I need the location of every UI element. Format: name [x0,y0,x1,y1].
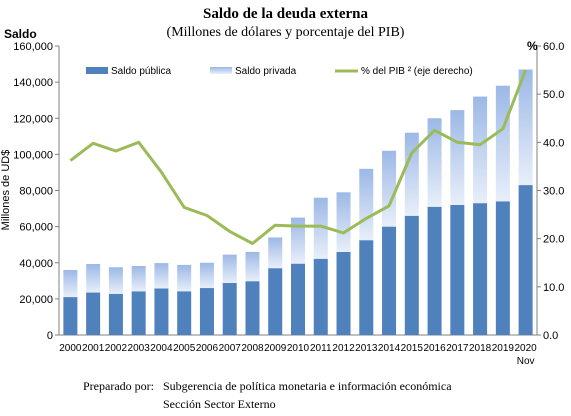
bar-saldo-privada [245,251,260,282]
chart-subtitle: (Millones de dólares y porcentaje del PI… [166,25,405,40]
x-tick-label: 2012 [332,343,355,354]
x-tick-label: 2003 [128,343,151,354]
x-tick-label: 2002 [105,343,128,354]
bar-saldo-privada [108,267,123,294]
bar-saldo-privada [518,69,533,186]
y-tick-label: 120,000 [13,113,53,125]
y2-tick-label: 40.0 [543,137,564,149]
legend-swatch-privada [210,67,232,74]
x-tick-label: 2006 [196,343,219,354]
bar-saldo-publica [404,215,419,335]
source-line-1: Subgerencia de política monetaria e info… [163,379,452,393]
y2-tick-label: 50.0 [543,89,564,101]
y-tick-label: 20,000 [19,294,53,306]
bar-saldo-privada [495,85,510,202]
x-tick-label: 2019 [492,343,515,354]
bar-saldo-publica [313,258,328,335]
x-tick-label: 2008 [241,343,264,354]
bar-saldo-privada [336,192,351,252]
bar-saldo-publica [108,293,123,335]
source-line-2: Sección Sector Externo [163,397,276,411]
line-pct-pib [69,69,527,245]
bar-saldo-publica [86,292,101,335]
x-tick-sublabel: Nov [517,356,535,367]
y-tick-label: 60,000 [19,222,53,234]
x-tick-label: 2020 [514,343,537,354]
bar-saldo-privada [427,118,442,207]
x-tick-label: 2016 [423,343,446,354]
y-tick-label: 100,000 [13,149,53,161]
x-tick-label: 2009 [264,343,287,354]
bar-saldo-privada [154,263,169,289]
bar-saldo-privada [359,168,374,241]
bar-saldo-publica [382,226,397,335]
legend-label-publica: Saldo pública [111,66,171,77]
bar-saldo-privada [63,269,78,298]
bar-saldo-publica [222,282,237,335]
y-axis-title-top: Saldo [4,27,37,41]
x-tick-label: 2017 [446,343,469,354]
bar-saldo-publica [473,203,488,335]
x-tick-label: 2013 [355,343,378,354]
x-tick-label: 2011 [310,343,332,354]
source-note: Preparado por: Subgerencia de política mo… [83,377,452,413]
y-tick-label: 160,000 [13,41,53,53]
y2-tick-label: 0.0 [543,330,558,342]
bar-saldo-privada [86,264,101,293]
legend-label-pct-pib: % del PIB ² (eje derecho) [361,66,473,77]
source-label: Preparado por: [83,379,154,393]
bar-saldo-privada [404,132,419,216]
y2-tick-label: 20.0 [543,234,564,246]
bar-saldo-publica [495,201,510,335]
x-tick-label: 2000 [59,343,82,354]
bar-saldo-privada [177,264,192,292]
bar-saldo-privada [450,110,465,205]
legend-label-privada: Saldo privada [235,66,297,77]
bar-saldo-privada [268,237,283,269]
x-tick-label: 2015 [401,343,424,354]
bar-saldo-privada [291,217,305,264]
bar-saldo-publica [131,291,146,335]
bar-saldo-publica [518,185,533,335]
bar-saldo-publica [291,263,305,335]
bar-saldo-publica [450,204,465,335]
bar-saldo-privada [473,96,488,204]
bar-saldo-publica [245,281,260,335]
bar-saldo-privada [199,262,214,289]
y2-tick-label: 30.0 [543,186,564,198]
bar-saldo-privada [222,254,237,283]
bar-saldo-privada [313,197,328,259]
bar-saldo-publica [154,288,169,335]
y2-axis-title-top: % [527,39,538,53]
bar-saldo-publica [63,297,78,335]
bar-saldo-privada [131,266,146,292]
x-tick-label: 2018 [469,343,492,354]
x-tick-label: 2014 [378,343,401,354]
bar-saldo-publica [268,268,283,335]
y-tick-label: 80,000 [19,186,53,198]
y-axis-title: Millones de UD$ [0,150,12,231]
chart-title: Saldo de la deuda externa [202,6,368,22]
x-tick-label: 2005 [173,343,196,354]
y-tick-label: 140,000 [13,77,53,89]
y-tick-label: 40,000 [19,258,53,270]
y-tick-label: 0 [47,330,53,342]
y2-tick-label: 60.0 [543,41,564,53]
bar-saldo-privada [382,150,397,227]
y2-tick-label: 10.0 [543,282,564,294]
x-tick-label: 2004 [150,343,173,354]
bar-saldo-publica [427,206,442,335]
bar-saldo-publica [177,291,192,335]
x-tick-label: 2007 [219,343,242,354]
x-tick-label: 2010 [287,343,310,354]
x-tick-label: 2001 [82,343,105,354]
bar-saldo-publica [199,288,214,335]
bar-saldo-publica [336,251,351,335]
legend-swatch-publica [86,67,108,74]
bar-saldo-publica [359,240,374,335]
